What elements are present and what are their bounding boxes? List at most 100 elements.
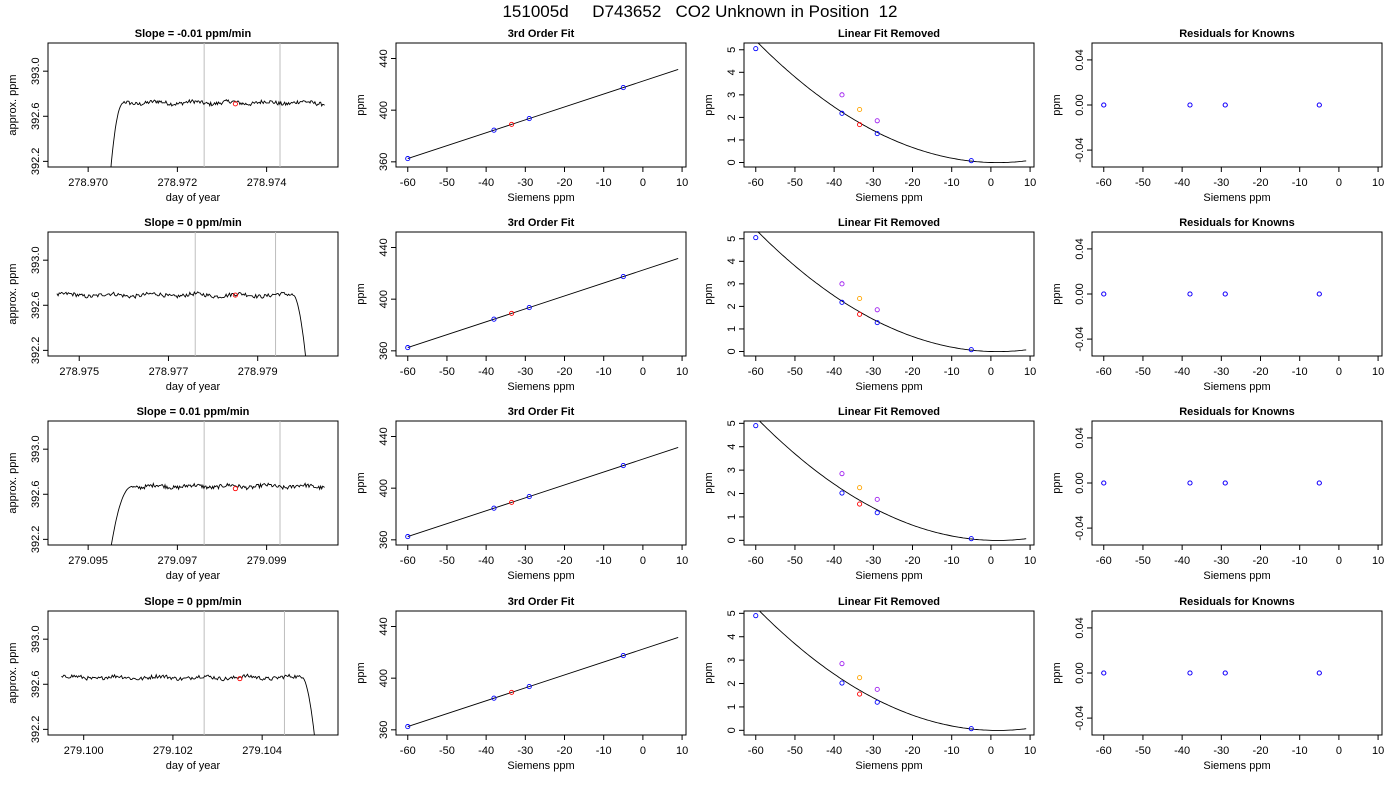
y-tick-label: -0.04 (1074, 706, 1086, 731)
y-tick-label: 400 (378, 669, 390, 687)
panel-title: 3rd Order Fit (508, 217, 575, 229)
x-tick-label: -10 (1292, 177, 1308, 189)
plot-area (61, 611, 315, 735)
x-tick-label: -30 (1213, 366, 1229, 378)
residual-point-overlay (1222, 291, 1228, 297)
y-tick-label: 392.6 (30, 671, 42, 699)
plot-frame (395, 42, 687, 168)
residual-point-overlay (1222, 480, 1228, 486)
y-tick-label: 440 (378, 49, 390, 67)
panel-fit-row-2: 3rd Order Fit -60 -50 -40 -30 -20 -10 0 10 360 400… (355, 406, 688, 582)
x-tick-label: -50 (1135, 177, 1151, 189)
x-tick-label: -50 (787, 555, 803, 567)
panel-removed-row-2: Linear Fit Removed -60 -50 -40 -30 -20 -10 0 10 0… (703, 406, 1036, 582)
plot-frame (395, 231, 687, 357)
y-tick-label: 392.2 (30, 148, 42, 176)
panel-fit-row-0: 3rd Order Fit -60 -50 -40 -30 -20 -10 0 10 360 400… (355, 28, 688, 204)
x-tick-label: -20 (557, 555, 573, 567)
y-axis-label: ppm (1051, 94, 1063, 115)
fit-line (407, 69, 679, 160)
x-axis-label: day of year (166, 381, 221, 393)
plot-frame (47, 610, 339, 736)
x-tick-label: -60 (400, 745, 416, 757)
y-tick-label: 0.04 (1074, 238, 1086, 259)
x-tick-label: 10 (676, 745, 688, 757)
known-point (620, 274, 626, 280)
x-tick-label: -60 (748, 745, 764, 757)
unknown-point (857, 122, 863, 128)
residual-point-overlay (1187, 480, 1193, 486)
x-tick-label: -40 (478, 555, 494, 567)
plot-frame (743, 231, 1035, 357)
x-tick-label: -10 (944, 177, 960, 189)
x-tick-label: 0 (988, 366, 994, 378)
y-tick-label: 5 (726, 420, 738, 426)
y-axis-label: ppm (355, 283, 367, 304)
panel-title: 3rd Order Fit (508, 596, 575, 608)
residual-curve (757, 232, 1027, 353)
known-point (526, 305, 532, 311)
y-axis-label: approx. ppm (7, 263, 19, 324)
y-tick-label: 392.2 (30, 526, 42, 554)
average-point (232, 486, 238, 492)
residual-point-overlay (1187, 102, 1193, 108)
x-tick-label: 10 (1024, 745, 1036, 757)
reference-point (839, 661, 845, 667)
x-tick-label: 0 (640, 745, 646, 757)
panel-residuals-row-2: Residuals for Knowns -60 -50 -40 -30 -20 -10 0 1… (1051, 406, 1384, 582)
x-tick-label: -20 (905, 177, 921, 189)
y-tick-label: 393.0 (30, 625, 42, 653)
x-tick-label: -40 (478, 745, 494, 757)
x-tick-label: -30 (865, 745, 881, 757)
reference-point (839, 281, 845, 287)
x-tick-label: -30 (517, 177, 533, 189)
residual-curve (758, 611, 1027, 731)
known-point (968, 347, 974, 353)
x-tick-label: -60 (748, 366, 764, 378)
y-tick-label: 0.00 (1074, 472, 1086, 493)
x-tick-label: -40 (826, 555, 842, 567)
panel-fit-row-3: 3rd Order Fit -60 -50 -40 -30 -20 -10 0 10 360 400… (355, 596, 688, 772)
y-tick-label: 0.00 (1074, 283, 1086, 304)
unknown-point (509, 689, 515, 695)
y-tick-label: 360 (378, 342, 390, 360)
reference-point (874, 686, 880, 692)
y-axis-label: approx. ppm (7, 642, 19, 703)
y-tick-label: 5 (726, 47, 738, 53)
x-tick-label: -10 (596, 555, 612, 567)
y-axis-label: ppm (1051, 283, 1063, 304)
x-tick-label: -40 (478, 177, 494, 189)
plot-frame (1091, 420, 1383, 546)
reference-point (857, 675, 863, 681)
average-point (232, 292, 238, 298)
x-tick-label: 10 (1372, 366, 1384, 378)
x-tick-label: 279.102 (153, 745, 193, 757)
x-tick-label: 10 (1372, 555, 1384, 567)
x-tick-label: -30 (865, 177, 881, 189)
plot-area (405, 258, 679, 351)
plot-area (1101, 670, 1322, 676)
reference-point (874, 496, 880, 502)
average-point (232, 101, 238, 107)
plot-frame (395, 420, 687, 546)
y-axis-label: ppm (703, 283, 715, 304)
x-tick-label: 278.975 (59, 366, 99, 378)
panel-title: Linear Fit Removed (838, 596, 940, 608)
fit-line (407, 447, 679, 538)
x-tick-label: 10 (676, 366, 688, 378)
x-axis-label: Siemens ppm (855, 192, 922, 204)
x-tick-label: -20 (905, 745, 921, 757)
known-point (874, 510, 880, 516)
x-tick-label: -50 (1135, 555, 1151, 567)
known-point (405, 345, 411, 351)
y-tick-label: 2 (726, 490, 738, 496)
x-tick-label: -40 (1174, 177, 1190, 189)
known-point (753, 613, 759, 619)
x-tick-label: -20 (905, 366, 921, 378)
x-tick-label: 278.972 (158, 177, 198, 189)
y-tick-label: 0.00 (1074, 662, 1086, 683)
plot-frame (47, 42, 339, 168)
residual-point-overlay (1101, 291, 1107, 297)
reference-point (839, 471, 845, 477)
